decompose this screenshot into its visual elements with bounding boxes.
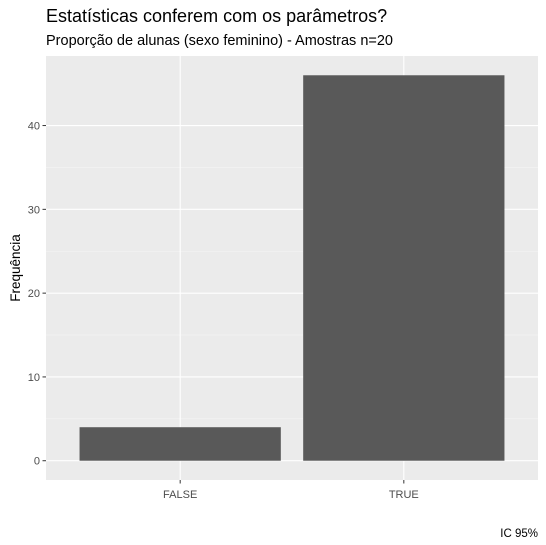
y-axis: 0 10 20 30 40 [28, 121, 46, 468]
bars [79, 75, 505, 461]
bar-false [79, 427, 281, 461]
y-tick-label: 20 [28, 288, 40, 300]
y-tick-label: 40 [28, 121, 40, 133]
y-tick-label: 0 [34, 456, 40, 468]
x-tick-label: FALSE [163, 489, 197, 501]
y-axis-title: Frequência [8, 234, 23, 302]
x-tick-label: TRUE [389, 489, 419, 501]
y-tick-label: 10 [28, 372, 40, 384]
bar-true [303, 75, 505, 461]
y-tick-label: 30 [28, 204, 40, 216]
chart-title: Estatísticas conferem com os parâmetros? [46, 6, 387, 26]
chart-caption: IC 95% [500, 528, 538, 540]
x-axis: FALSE TRUE [163, 480, 419, 501]
chart-subtitle: Proporção de alunas (sexo feminino) - Am… [46, 33, 393, 49]
